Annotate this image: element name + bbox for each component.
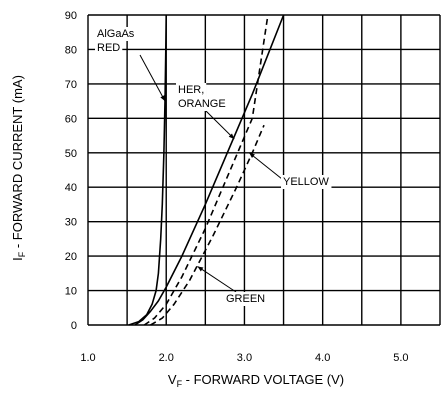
annotation-background [176,83,207,97]
leader-yellow [248,152,283,180]
annotation-background [176,97,228,111]
x-tick-label: 3.0 [237,352,252,364]
annotation-background [95,41,123,55]
y-tick-label: 40 [65,182,77,194]
series-line-algaas-red [128,14,167,326]
annotation-her: HER, [178,84,204,96]
y-tick-label: 30 [65,217,77,229]
y-tick-label: 70 [65,79,77,91]
y-tick-label: 80 [65,44,77,56]
y-tick-label: 10 [65,286,77,298]
y-tick-label: 60 [65,113,77,125]
y-tick-label: 0 [71,320,77,332]
x-tick-label: 4.0 [315,352,330,364]
leader-her-orange [205,110,235,140]
y-axis-label: IF - FORWARD CURRENT (mA) [10,75,27,261]
x-tick-label: 2.0 [159,352,174,364]
leader-green-arrowhead [197,266,204,272]
series-lines [128,14,285,326]
leader-algaas-red-arrowhead [160,95,166,102]
x-tick-labels: 1.0 2.0 3.0 4.0 5.0 [80,352,408,364]
series-line-green [150,124,265,326]
leader-her-orange-arrowhead [228,133,235,139]
annotation-leaders [139,54,283,293]
x-tick-label: 5.0 [393,352,408,364]
series-line-her-orange [134,14,285,326]
annotation-background [281,175,332,189]
y-tick-label: 90 [65,10,77,22]
leader-yellow-arrowhead [249,152,255,159]
y-tick-labels: 0 10 20 30 40 50 60 70 80 90 [65,10,77,332]
annotation-green: GREEN [226,293,265,305]
annotation-background [224,292,268,306]
y-tick-label: 20 [65,251,77,263]
annotation-red: RED [97,42,120,54]
leader-algaas-red [139,54,166,102]
y-tick-label: 50 [65,148,77,160]
annotation-yellow: YELLOW [283,176,329,188]
x-tick-label: 1.0 [80,352,95,364]
annotation-background [95,27,137,41]
leader-green [197,266,237,293]
series-line-yellow [143,14,269,326]
grid [87,14,441,326]
annotation-algaas: AlGaAs [97,28,135,40]
annotation-orange: ORANGE [178,98,226,110]
x-axis-label: VF - FORWARD VOLTAGE (V) [168,372,344,389]
